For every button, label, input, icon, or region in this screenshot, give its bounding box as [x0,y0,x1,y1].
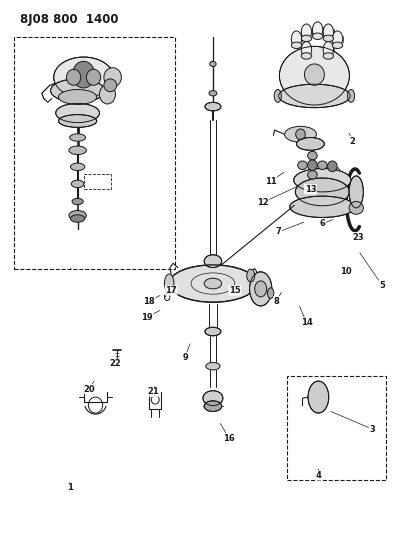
Ellipse shape [104,68,121,87]
Ellipse shape [308,381,329,413]
Text: 6: 6 [320,220,325,228]
Text: 21: 21 [147,387,159,396]
Ellipse shape [247,269,255,282]
Ellipse shape [54,57,113,98]
Ellipse shape [70,134,86,141]
Text: 20: 20 [84,385,96,393]
Ellipse shape [56,103,100,123]
Ellipse shape [69,211,86,220]
Ellipse shape [296,129,305,140]
Ellipse shape [204,401,222,411]
Ellipse shape [312,33,323,39]
Text: 19: 19 [141,313,153,321]
Ellipse shape [164,274,174,293]
Ellipse shape [312,22,323,38]
Ellipse shape [204,255,222,268]
Ellipse shape [66,69,81,85]
Ellipse shape [205,102,221,111]
Text: 13: 13 [304,185,316,193]
Ellipse shape [250,272,272,306]
Ellipse shape [59,90,97,104]
Text: 9: 9 [182,353,188,361]
Text: 8: 8 [274,297,279,305]
Ellipse shape [72,198,83,205]
Ellipse shape [290,196,355,217]
Ellipse shape [279,46,349,105]
Ellipse shape [301,35,312,42]
Text: 11: 11 [265,177,277,185]
Ellipse shape [323,35,334,42]
Ellipse shape [255,281,267,297]
Ellipse shape [72,61,95,88]
Ellipse shape [301,24,312,40]
Ellipse shape [294,168,351,192]
Text: 7: 7 [276,228,281,236]
Text: 5: 5 [379,281,385,289]
Ellipse shape [104,79,117,92]
Ellipse shape [252,274,261,293]
Ellipse shape [347,90,355,102]
Text: 14: 14 [300,318,312,327]
Ellipse shape [59,115,97,127]
Ellipse shape [51,79,105,102]
Ellipse shape [206,362,220,370]
Ellipse shape [70,215,85,222]
Ellipse shape [69,146,86,155]
Ellipse shape [308,160,317,171]
Ellipse shape [328,161,337,172]
Text: 15: 15 [229,286,241,295]
Ellipse shape [323,53,334,59]
Ellipse shape [332,31,343,47]
Bar [14,37,175,269]
Ellipse shape [291,42,302,49]
Ellipse shape [267,288,274,298]
Ellipse shape [291,31,302,47]
Ellipse shape [205,327,221,336]
Ellipse shape [323,24,334,40]
Ellipse shape [349,176,363,208]
Bar [84,174,111,189]
Ellipse shape [169,265,257,302]
Ellipse shape [210,61,216,67]
Text: 22: 22 [109,359,121,368]
Ellipse shape [86,69,101,85]
Text: 12: 12 [257,198,269,207]
Text: 3: 3 [369,425,375,433]
Ellipse shape [301,53,312,59]
Ellipse shape [349,201,363,214]
Ellipse shape [285,126,316,142]
Ellipse shape [297,138,324,150]
Ellipse shape [298,161,307,169]
Text: 16: 16 [223,434,235,442]
Ellipse shape [204,278,222,289]
Text: 23: 23 [352,233,364,241]
Text: 8J08 800  1400: 8J08 800 1400 [20,13,118,26]
Ellipse shape [203,391,223,406]
Ellipse shape [323,42,334,58]
Text: 1: 1 [67,483,72,492]
Ellipse shape [209,91,217,96]
Text: 10: 10 [340,268,352,276]
Text: 18: 18 [143,297,155,305]
Text: 2: 2 [349,137,355,146]
Ellipse shape [308,171,317,179]
Bar [287,376,386,480]
Ellipse shape [308,151,317,160]
Text: 4: 4 [316,471,321,480]
Ellipse shape [279,84,350,108]
Ellipse shape [318,161,327,169]
Ellipse shape [332,42,343,49]
Ellipse shape [304,64,324,85]
Ellipse shape [301,42,312,58]
Text: 17: 17 [165,286,177,295]
Ellipse shape [71,180,84,188]
Ellipse shape [100,85,115,104]
Ellipse shape [70,163,85,171]
Ellipse shape [295,178,349,206]
Ellipse shape [274,90,281,102]
